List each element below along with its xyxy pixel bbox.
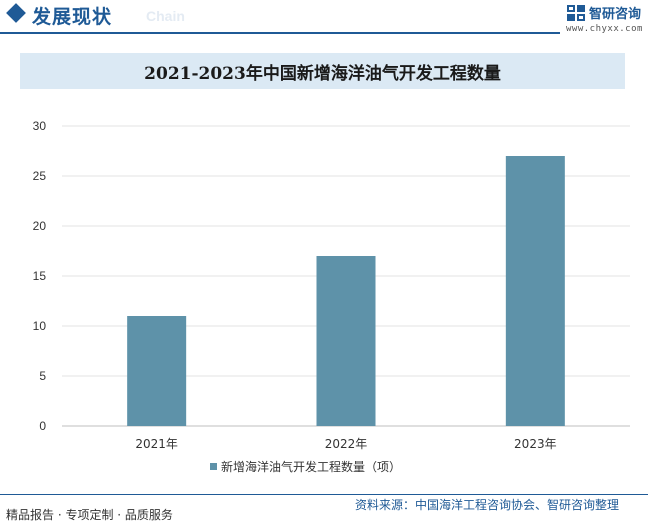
legend-label: 新增海洋油气开发工程数量（项） bbox=[221, 460, 402, 474]
x-tick-label: 2021年 bbox=[135, 437, 178, 450]
y-tick-label: 5 bbox=[39, 369, 46, 383]
header-divider bbox=[0, 32, 560, 34]
y-tick-label: 20 bbox=[33, 219, 47, 233]
x-tick-label: 2022年 bbox=[325, 437, 368, 450]
y-tick-label: 15 bbox=[33, 269, 47, 283]
footer-tagline: 精品报告 · 专项定制 · 品质服务 bbox=[6, 508, 173, 522]
y-tick-label: 25 bbox=[33, 169, 47, 183]
bar bbox=[316, 256, 376, 426]
bar-chart: 0 5 10 15 20 25 30 2021年 2022年 2023年 bbox=[33, 119, 630, 450]
y-tick-label: 0 bbox=[39, 419, 46, 433]
y-tick-label: 30 bbox=[33, 119, 47, 133]
page-header: 发展现状 Chain 智研咨询 www.chyxx.com bbox=[0, 0, 648, 34]
section-title: 发展现状 bbox=[32, 6, 113, 28]
x-tick-label: 2023年 bbox=[514, 437, 557, 450]
bar bbox=[127, 316, 187, 426]
bar bbox=[505, 156, 565, 426]
chart-title-box: 2021-2023年中国新增海洋油气开发工程数量 bbox=[20, 53, 625, 89]
section-subtitle: Chain bbox=[146, 8, 185, 24]
diamond-icon bbox=[6, 3, 26, 23]
chart-legend: 新增海洋油气开发工程数量（项） bbox=[210, 458, 401, 475]
y-tick-label: 10 bbox=[33, 319, 47, 333]
footer-divider bbox=[0, 494, 648, 495]
brand-url: www.chyxx.com bbox=[566, 24, 643, 34]
footer-source: 资料来源：中国海洋工程咨询协会、智研咨询整理 bbox=[355, 498, 620, 512]
chart-title: 2021-2023年中国新增海洋油气开发工程数量 bbox=[144, 63, 501, 84]
legend-swatch bbox=[210, 463, 217, 470]
brand-logo-icon bbox=[567, 5, 585, 21]
brand-name: 智研咨询 bbox=[589, 7, 642, 22]
